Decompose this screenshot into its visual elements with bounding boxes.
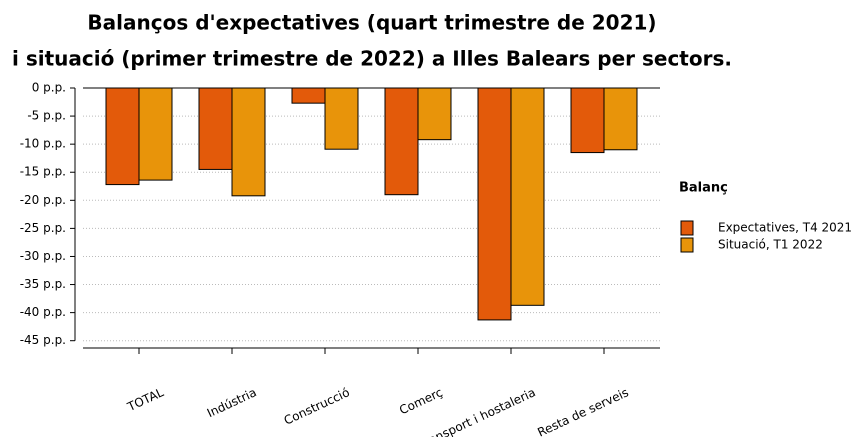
y-tick-label: -10 p.p. (20, 137, 66, 151)
x-tick-label: Comerç (397, 385, 445, 417)
bar (417, 87, 452, 141)
x-tick-label: TOTAL (124, 385, 166, 414)
legend-swatch (680, 220, 694, 236)
bar (570, 87, 605, 154)
bar (510, 87, 545, 306)
y-tick-label: -45 p.p. (20, 333, 66, 347)
bar (138, 87, 173, 181)
legend-label: Expectatives, T4 2021 (718, 221, 851, 235)
legend-label: Situació, T1 2022 (718, 238, 823, 252)
x-tick-label: Indústria (205, 385, 259, 420)
legend-title: Balanç (679, 181, 728, 196)
y-tick-label: -20 p.p. (20, 193, 66, 207)
bar (105, 87, 140, 186)
x-tick-label: Resta de serveis (535, 385, 630, 437)
bar (324, 87, 359, 150)
chart-title: Balanços d'expectatives (quart trimestre… (87, 11, 656, 35)
y-tick-label: -35 p.p. (20, 277, 66, 291)
bar (477, 87, 512, 321)
y-tick-label: -5 p.p. (27, 109, 66, 123)
chart-subtitle: i situació (primer trimestre de 2022) a … (12, 47, 732, 71)
legend-swatch (680, 237, 694, 253)
y-tick-label: 0 p.p. (32, 81, 66, 95)
y-tick-label: -40 p.p. (20, 305, 66, 319)
bar (603, 87, 638, 151)
bar (291, 87, 326, 104)
bar (231, 87, 266, 197)
bar (198, 87, 233, 170)
y-tick-label: -15 p.p. (20, 165, 66, 179)
y-tick-label: -30 p.p. (20, 249, 66, 263)
x-tick-label: Construcció (282, 385, 352, 428)
y-tick-label: -25 p.p. (20, 221, 66, 235)
bar (384, 87, 419, 196)
